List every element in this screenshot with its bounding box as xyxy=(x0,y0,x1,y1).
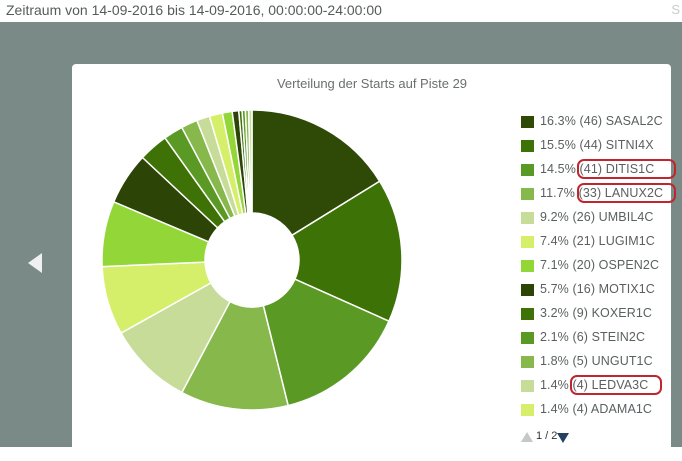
legend-label: 1.4% (4) LEDVA3C xyxy=(540,378,649,392)
chart-card: Verteilung der Starts auf Piste 29 16.3%… xyxy=(72,64,676,461)
pie-slice-ditis1c[interactable] xyxy=(262,278,390,407)
legend-label: 14.5% (41) DITIS1C xyxy=(540,162,655,176)
legend-swatch xyxy=(521,164,534,176)
legend-swatch xyxy=(521,308,534,320)
legend-label: 5.7% (16) MOTIX1C xyxy=(540,282,655,296)
header-edge-text: S xyxy=(671,2,680,17)
legend-label: 16.3% (46) SASAL2C xyxy=(540,114,663,128)
legend-label: 3.2% (9) KOXER1C xyxy=(540,306,653,320)
chart-legend: 16.3% (46) SASAL2C 15.5% (44) SITNI4X 14.5… xyxy=(521,114,676,426)
previous-arrow-icon[interactable] xyxy=(28,253,42,273)
legend-label: 1.4% (4) ADAMA1C xyxy=(540,402,653,416)
legend-label: 9.2% (26) UMBIL4C xyxy=(540,210,654,224)
legend-item-umbil4c[interactable]: 9.2% (26) UMBIL4C xyxy=(521,210,671,234)
legend-item-koxer1c[interactable]: 3.2% (9) KOXER1C xyxy=(521,306,671,330)
legend-label: 7.1% (20) OSPEN2C xyxy=(540,258,660,272)
legend-swatch xyxy=(521,140,534,152)
legend-item-lanux2c[interactable]: 11.7% (33) LANUX2C xyxy=(521,183,676,210)
pie-slice-sasal2c[interactable] xyxy=(251,109,381,237)
pager-up-icon[interactable] xyxy=(521,432,533,442)
legend-swatch xyxy=(521,188,534,200)
legend-item-ungut1c[interactable]: 1.8% (5) UNGUT1C xyxy=(521,354,671,378)
legend-swatch xyxy=(521,212,534,224)
pager-down-icon[interactable] xyxy=(557,433,569,443)
legend-item-motix1c[interactable]: 5.7% (16) MOTIX1C xyxy=(521,282,671,306)
pie-slice-sitni4x[interactable] xyxy=(291,180,403,322)
legend-item-ditis1c[interactable]: 14.5% (41) DITIS1C xyxy=(521,159,676,186)
legend-label: 15.5% (44) SITNI4X xyxy=(540,138,654,152)
legend-pager: 1 / 2 xyxy=(521,430,581,444)
legend-item-sitni4x[interactable]: 15.5% (44) SITNI4X xyxy=(521,138,671,162)
legend-swatch xyxy=(521,260,534,272)
legend-swatch xyxy=(521,236,534,248)
legend-item-ospen2c[interactable]: 7.1% (20) OSPEN2C xyxy=(521,258,671,282)
pie-chart xyxy=(101,109,403,411)
legend-swatch xyxy=(521,380,534,392)
legend-swatch xyxy=(521,356,534,368)
legend-item-stein2c[interactable]: 2.1% (6) STEIN2C xyxy=(521,330,671,354)
legend-item-ledva3c[interactable]: 1.4% (4) LEDVA3C xyxy=(521,375,671,402)
pie-slice-minor-18[interactable] xyxy=(247,109,253,214)
header-bar: Zeitraum von 14-09-2016 bis 14-09-2016, … xyxy=(0,0,682,22)
pager-text: 1 / 2 xyxy=(536,430,558,442)
chart-stage: Verteilung der Starts auf Piste 29 16.3%… xyxy=(0,22,682,461)
header-title: Zeitraum von 14-09-2016 bis 14-09-2016, … xyxy=(6,2,382,18)
legend-label: 1.8% (5) UNGUT1C xyxy=(540,354,653,368)
legend-swatch xyxy=(521,284,534,296)
legend-item-lugim1c[interactable]: 7.4% (21) LUGIM1C xyxy=(521,234,671,258)
chart-title: Verteilung der Starts auf Piste 29 xyxy=(276,76,468,91)
legend-item-adama1c[interactable]: 1.4% (4) ADAMA1C xyxy=(521,402,671,426)
legend-swatch xyxy=(521,332,534,344)
legend-label: 2.1% (6) STEIN2C xyxy=(540,330,646,344)
legend-swatch xyxy=(521,116,534,128)
legend-label: 7.4% (21) LUGIM1C xyxy=(540,234,655,248)
legend-swatch xyxy=(521,404,534,416)
legend-label: 11.7% (33) LANUX2C xyxy=(540,186,664,200)
legend-item-sasal2c[interactable]: 16.3% (46) SASAL2C xyxy=(521,114,671,138)
